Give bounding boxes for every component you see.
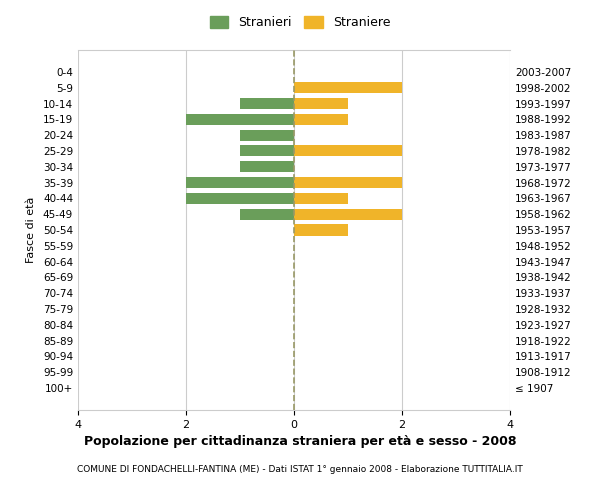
- Bar: [294, 114, 348, 125]
- Bar: [294, 177, 402, 188]
- Bar: [186, 177, 294, 188]
- Legend: Stranieri, Straniere: Stranieri, Straniere: [205, 11, 395, 34]
- Text: Popolazione per cittadinanza straniera per età e sesso - 2008: Popolazione per cittadinanza straniera p…: [84, 435, 516, 448]
- Bar: [240, 146, 294, 156]
- Bar: [294, 82, 402, 93]
- Bar: [294, 193, 348, 204]
- Bar: [294, 208, 402, 220]
- Text: COMUNE DI FONDACHELLI-FANTINA (ME) - Dati ISTAT 1° gennaio 2008 - Elaborazione T: COMUNE DI FONDACHELLI-FANTINA (ME) - Dat…: [77, 465, 523, 474]
- Bar: [294, 98, 348, 109]
- Bar: [294, 224, 348, 235]
- Bar: [294, 146, 402, 156]
- Bar: [240, 98, 294, 109]
- Bar: [186, 193, 294, 204]
- Bar: [240, 161, 294, 172]
- Bar: [240, 208, 294, 220]
- Bar: [240, 130, 294, 140]
- Bar: [186, 114, 294, 125]
- Y-axis label: Fasce di età: Fasce di età: [26, 197, 36, 263]
